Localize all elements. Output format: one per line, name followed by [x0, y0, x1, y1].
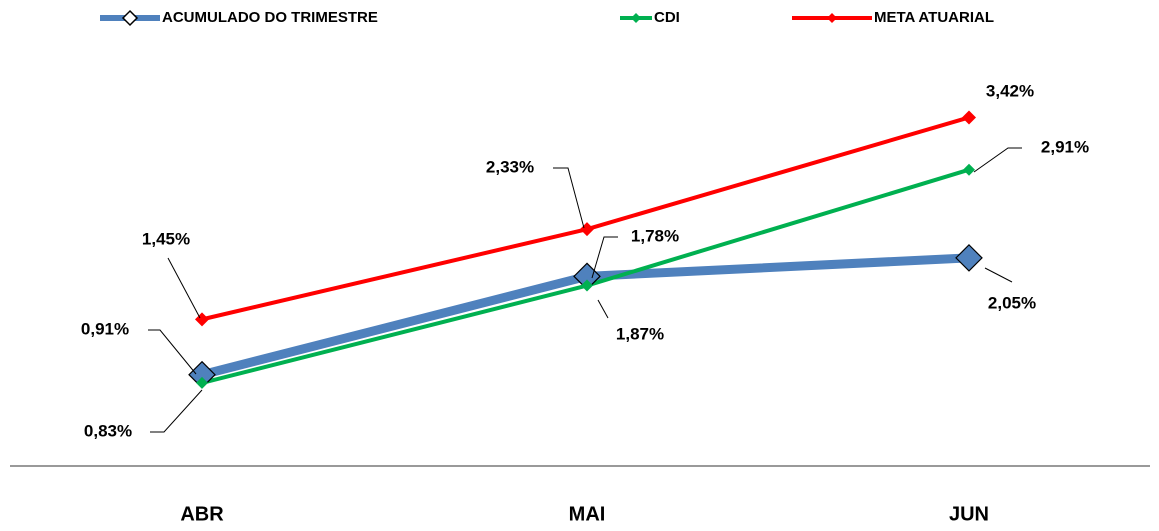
leader-line [148, 329, 197, 375]
data-label: 2,33% [486, 157, 534, 176]
data-label: 3,42% [986, 81, 1034, 100]
data-label: 1,78% [631, 226, 679, 245]
legend-marker [121, 9, 139, 27]
leader-line [150, 389, 203, 433]
x-tick-label: ABR [180, 503, 224, 525]
leader-line [973, 147, 1022, 173]
x-tick-label: MAI [569, 503, 606, 525]
data-label: 0,83% [84, 421, 132, 440]
point-marker [196, 376, 208, 389]
data-label: 0,91% [81, 319, 129, 338]
point-marker [581, 279, 593, 292]
point-marker [963, 163, 975, 176]
leader-line [591, 236, 618, 279]
point-marker [195, 312, 209, 327]
leader-line [597, 299, 609, 319]
data-label: 1,87% [616, 324, 664, 343]
point-marker [955, 244, 983, 272]
leader-line [167, 257, 201, 319]
leader-line [553, 167, 585, 229]
legend-label: CDI [654, 9, 680, 26]
legend-label: ACUMULADO DO TRIMESTRE [162, 9, 378, 26]
legend-label: META ATUARIAL [874, 9, 994, 26]
leader-line [984, 267, 1013, 283]
data-label: 2,05% [988, 293, 1036, 312]
point-marker [580, 222, 594, 237]
point-marker [962, 110, 976, 125]
x-tick-label: JUN [949, 503, 989, 525]
data-label: 2,91% [1041, 137, 1089, 156]
data-label: 1,45% [142, 229, 190, 248]
legend-marker [827, 13, 837, 23]
legend-marker [631, 13, 641, 23]
